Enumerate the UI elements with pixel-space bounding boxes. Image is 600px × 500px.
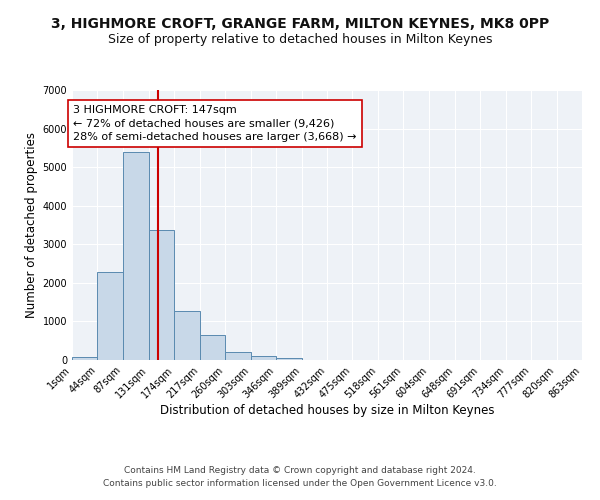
Bar — [175, 311, 200, 360]
Text: 3 HIGHMORE CROFT: 147sqm
← 72% of detached houses are smaller (9,426)
28% of sem: 3 HIGHMORE CROFT: 147sqm ← 72% of detach… — [73, 106, 356, 142]
Text: Size of property relative to detached houses in Milton Keynes: Size of property relative to detached ho… — [108, 32, 492, 46]
Y-axis label: Number of detached properties: Number of detached properties — [25, 132, 38, 318]
Bar — [72, 357, 97, 360]
Bar — [200, 335, 225, 360]
Text: 3, HIGHMORE CROFT, GRANGE FARM, MILTON KEYNES, MK8 0PP: 3, HIGHMORE CROFT, GRANGE FARM, MILTON K… — [51, 18, 549, 32]
Text: Contains HM Land Registry data © Crown copyright and database right 2024.
Contai: Contains HM Land Registry data © Crown c… — [103, 466, 497, 487]
Bar — [149, 230, 175, 360]
Bar — [225, 352, 251, 360]
X-axis label: Distribution of detached houses by size in Milton Keynes: Distribution of detached houses by size … — [160, 404, 494, 417]
Bar — [276, 358, 302, 360]
Bar — [97, 272, 123, 360]
Bar — [123, 152, 149, 360]
Bar — [251, 356, 276, 360]
